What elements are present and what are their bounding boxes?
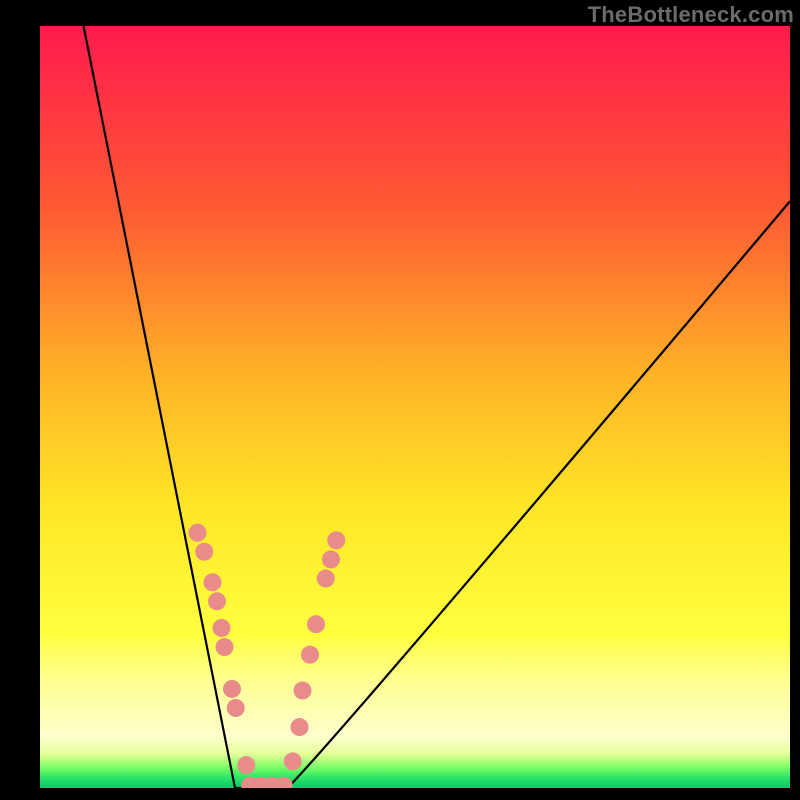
marker-dot bbox=[291, 718, 309, 736]
marker-dot bbox=[213, 619, 231, 637]
marker-dot bbox=[227, 699, 245, 717]
plot-svg bbox=[40, 26, 790, 788]
marker-dot bbox=[317, 569, 335, 587]
marker-dot bbox=[322, 550, 340, 568]
marker-dot bbox=[307, 615, 325, 633]
plot-area bbox=[40, 26, 790, 788]
haze-band bbox=[40, 636, 790, 754]
marker-dot bbox=[204, 573, 222, 591]
marker-dot bbox=[327, 531, 345, 549]
chart-root: TheBottleneck.com bbox=[0, 0, 800, 800]
marker-dot bbox=[208, 592, 226, 610]
marker-dot bbox=[189, 524, 207, 542]
marker-dot bbox=[294, 681, 312, 699]
marker-dot bbox=[223, 680, 241, 698]
watermark: TheBottleneck.com bbox=[588, 2, 794, 28]
marker-dot bbox=[284, 752, 302, 770]
marker-dot bbox=[237, 756, 255, 774]
marker-dot bbox=[195, 543, 213, 561]
marker-dot bbox=[301, 646, 319, 664]
marker-dot bbox=[216, 638, 234, 656]
